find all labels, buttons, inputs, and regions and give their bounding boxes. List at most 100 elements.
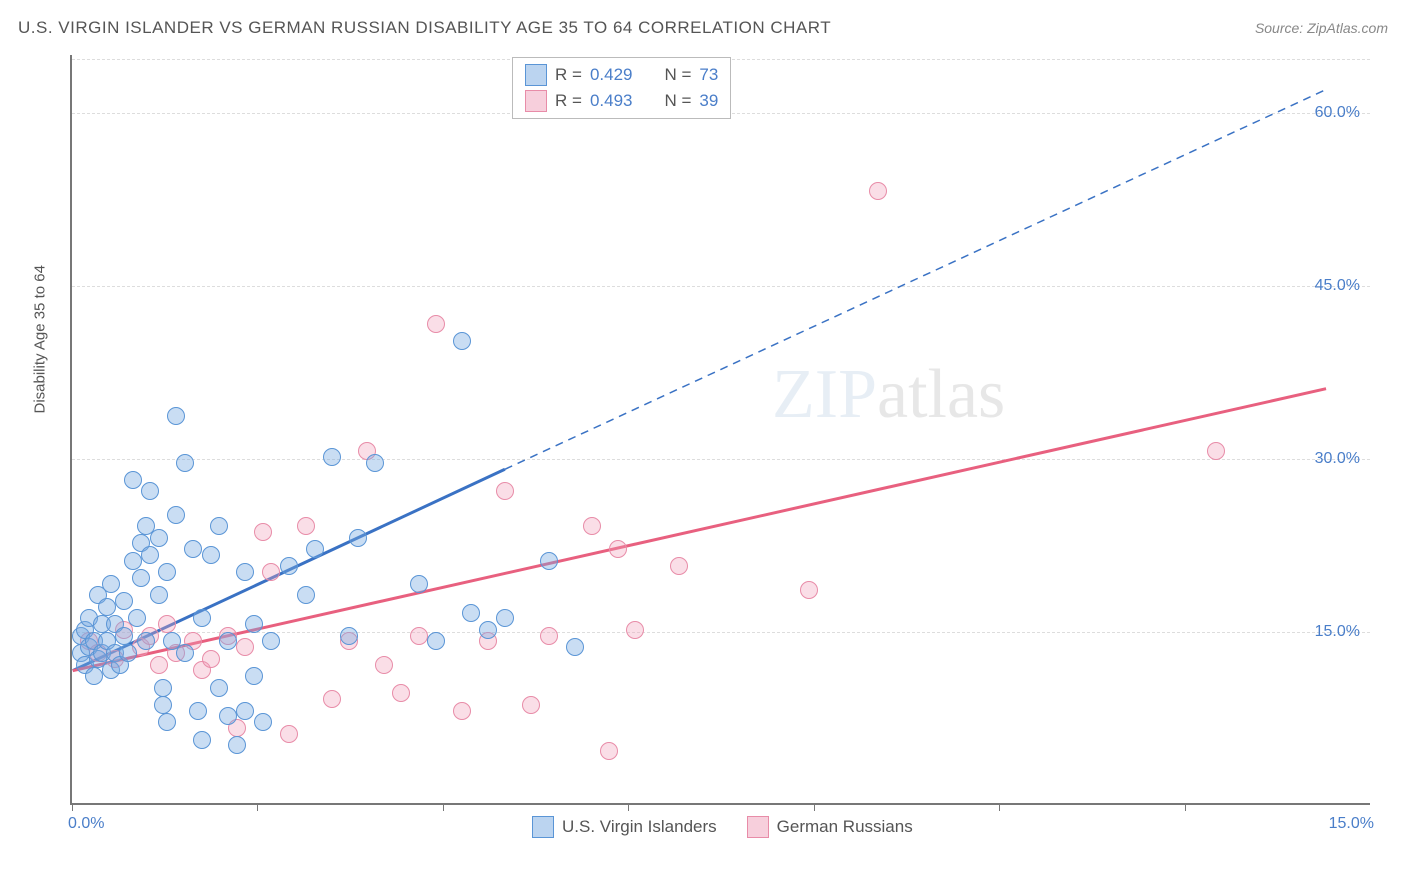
legend-label: German Russians xyxy=(777,817,913,837)
data-point xyxy=(800,581,818,599)
data-point xyxy=(522,696,540,714)
gridline xyxy=(72,459,1370,460)
data-point xyxy=(410,627,428,645)
data-point xyxy=(124,552,142,570)
chart-container: Disability Age 35 to 64 15.0%30.0%45.0%6… xyxy=(50,55,1390,835)
n-label: N = xyxy=(664,65,691,85)
legend-item: U.S. Virgin Islanders xyxy=(532,816,717,838)
data-point xyxy=(583,517,601,535)
data-point xyxy=(154,679,172,697)
data-point xyxy=(150,586,168,604)
data-point xyxy=(128,609,146,627)
n-value: 39 xyxy=(699,91,718,111)
data-point xyxy=(98,598,116,616)
data-point xyxy=(158,563,176,581)
data-point xyxy=(210,679,228,697)
r-label: R = xyxy=(555,65,582,85)
data-point xyxy=(496,609,514,627)
data-point xyxy=(566,638,584,656)
data-point xyxy=(366,454,384,472)
data-point xyxy=(297,586,315,604)
data-point xyxy=(115,592,133,610)
source-credit: Source: ZipAtlas.com xyxy=(1255,20,1388,36)
x-tick xyxy=(999,803,1000,811)
y-tick-label: 30.0% xyxy=(1315,450,1360,468)
legend-item: German Russians xyxy=(747,816,913,838)
data-point xyxy=(202,546,220,564)
y-tick-label: 15.0% xyxy=(1315,623,1360,641)
x-tick xyxy=(72,803,73,811)
x-max-label: 15.0% xyxy=(1329,815,1374,833)
data-point xyxy=(245,667,263,685)
data-point xyxy=(176,644,194,662)
data-point xyxy=(193,609,211,627)
data-point xyxy=(540,552,558,570)
data-point xyxy=(236,563,254,581)
legend-swatch xyxy=(525,90,547,112)
r-value: 0.493 xyxy=(590,91,633,111)
data-point xyxy=(280,557,298,575)
y-tick-label: 45.0% xyxy=(1315,277,1360,295)
legend-stat-row: R =0.493N =39 xyxy=(525,88,718,114)
data-point xyxy=(245,615,263,633)
x-tick xyxy=(628,803,629,811)
data-point xyxy=(540,627,558,645)
trend-line-blue-dashed xyxy=(505,90,1326,470)
data-point xyxy=(280,725,298,743)
data-point xyxy=(158,615,176,633)
data-point xyxy=(141,482,159,500)
data-point xyxy=(306,540,324,558)
data-point xyxy=(150,529,168,547)
data-point xyxy=(626,621,644,639)
data-point xyxy=(392,684,410,702)
watermark-zip: ZIP xyxy=(772,356,877,433)
trend-lines xyxy=(72,55,1370,803)
data-point xyxy=(375,656,393,674)
data-point xyxy=(323,690,341,708)
data-point xyxy=(453,332,471,350)
legend-swatch xyxy=(532,816,554,838)
data-point xyxy=(262,632,280,650)
legend-stat-row: R = 0.429 N = 73 xyxy=(525,62,718,88)
x-tick xyxy=(443,803,444,811)
legend-series: U.S. Virgin Islanders German Russians xyxy=(532,816,913,838)
data-point xyxy=(189,702,207,720)
legend-swatch xyxy=(747,816,769,838)
x-tick xyxy=(1185,803,1186,811)
legend-label: U.S. Virgin Islanders xyxy=(562,817,717,837)
legend-stats: R = 0.429 N = 73R = 0.493 N = 39 xyxy=(512,57,731,119)
legend-swatch xyxy=(525,64,547,86)
data-point xyxy=(297,517,315,535)
data-point xyxy=(262,563,280,581)
data-point xyxy=(410,575,428,593)
r-value: 0.429 xyxy=(590,65,633,85)
data-point xyxy=(869,182,887,200)
data-point xyxy=(427,632,445,650)
data-point xyxy=(202,650,220,668)
data-point xyxy=(340,627,358,645)
gridline xyxy=(72,286,1370,287)
n-value: 73 xyxy=(699,65,718,85)
data-point xyxy=(479,621,497,639)
data-point xyxy=(137,632,155,650)
data-point xyxy=(462,604,480,622)
x-tick xyxy=(257,803,258,811)
data-point xyxy=(132,569,150,587)
data-point xyxy=(219,632,237,650)
data-point xyxy=(193,731,211,749)
data-point xyxy=(210,517,228,535)
data-point xyxy=(323,448,341,466)
data-point xyxy=(85,667,103,685)
data-point xyxy=(670,557,688,575)
plot-area: 15.0% 30.0% 45.0% 60.0% ZIPatlas R = 0.429 N … xyxy=(70,55,1370,805)
data-point xyxy=(219,707,237,725)
y-axis-label: Disability Age 35 to 64 xyxy=(32,265,49,413)
chart-title: U.S. VIRGIN ISLANDER VS GERMAN RUSSIAN D… xyxy=(18,18,831,38)
watermark-atlas: atlas xyxy=(877,356,1005,433)
data-point xyxy=(453,702,471,720)
x-tick xyxy=(814,803,815,811)
data-point xyxy=(102,575,120,593)
data-point xyxy=(184,540,202,558)
y-tick-label: 60.0% xyxy=(1315,104,1360,122)
n-label: N = xyxy=(664,91,691,111)
